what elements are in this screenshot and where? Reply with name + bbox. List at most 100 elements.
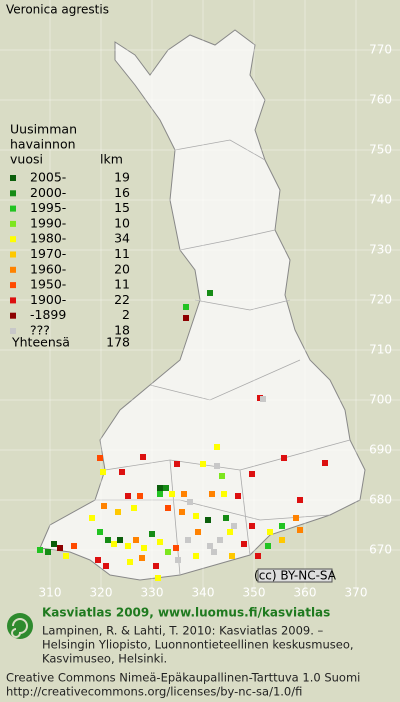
observation-square (214, 444, 220, 450)
observation-square (45, 549, 51, 555)
observation-square (157, 539, 163, 545)
observation-square (221, 491, 227, 497)
observation-square (157, 485, 163, 491)
observation-square (235, 493, 241, 499)
legend-swatch (10, 205, 16, 212)
x-tick-label: 350 (243, 586, 266, 600)
legend-count: 11 (114, 277, 130, 292)
observation-square (97, 529, 103, 535)
observation-square (207, 290, 213, 296)
observation-square (185, 537, 191, 543)
observation-square (51, 541, 57, 547)
legend-heading: Uusimman (10, 122, 77, 137)
observation-square (297, 527, 303, 533)
observation-square (174, 461, 180, 467)
y-tick-label: 680 (369, 493, 392, 507)
observation-square (125, 493, 131, 499)
observation-square (183, 315, 189, 321)
observation-square (95, 557, 101, 563)
observation-square (133, 537, 139, 543)
legend-count: 20 (114, 261, 130, 276)
y-tick-label: 740 (369, 193, 392, 207)
legend-count: 2 (122, 307, 130, 322)
observation-square (249, 523, 255, 529)
observation-square (71, 543, 77, 549)
citation: Helsingin Yliopisto, Luonnontieteellinen… (42, 638, 354, 652)
observation-square (195, 529, 201, 535)
legend-heading: vuosi (10, 152, 43, 167)
legend-label: 1995- (30, 200, 66, 215)
observation-square (207, 543, 213, 549)
legend-count-heading: lkm (100, 152, 123, 167)
observation-square (281, 455, 287, 461)
observation-square (103, 563, 109, 569)
legend-total-label: Yhteensä (11, 335, 70, 350)
observation-square (97, 455, 103, 461)
logo-circle (7, 613, 33, 639)
license: Creative Commons Nimeä-Epäkaupallinen-Ta… (6, 671, 360, 685)
observation-square (115, 509, 121, 515)
legend-count: 19 (114, 170, 130, 185)
observation-square (165, 549, 171, 555)
legend-swatch (10, 297, 16, 304)
observation-square (89, 515, 95, 521)
observation-square (322, 460, 328, 466)
badge-box (257, 568, 333, 583)
legend-label: -1899 (30, 307, 66, 322)
observation-square (279, 537, 285, 543)
y-tick-label: 760 (369, 93, 392, 107)
legend-label: ??? (30, 323, 50, 338)
y-tick-label: 730 (369, 243, 392, 257)
observation-square (57, 545, 63, 551)
legend-count: 15 (114, 200, 130, 215)
observations (37, 290, 328, 581)
observation-square (211, 549, 217, 555)
legend-label: 1980- (30, 231, 66, 246)
legend-swatch (10, 312, 16, 319)
observation-square (173, 545, 179, 551)
y-tick-label: 690 (369, 443, 392, 457)
observation-square (200, 461, 206, 467)
observation-square (205, 517, 211, 523)
x-tick-label: 310 (39, 586, 62, 600)
observation-square (127, 559, 133, 565)
legend-count: 34 (114, 231, 130, 246)
observation-square (293, 515, 299, 521)
observation-square (260, 396, 266, 402)
legend-count: 16 (114, 185, 130, 200)
legend-swatch (10, 251, 16, 258)
y-tick-label: 700 (369, 393, 392, 407)
legend-swatch (10, 266, 16, 273)
legend-label: 1900- (30, 292, 66, 307)
observation-square (105, 537, 111, 543)
legend-label: 1950- (30, 277, 66, 292)
legend-label: 1960- (30, 261, 66, 276)
legend-swatch (10, 175, 16, 181)
observation-square (149, 531, 155, 537)
observation-square (101, 503, 107, 509)
legend-swatch (10, 328, 16, 334)
observation-square (111, 541, 117, 547)
observation-square (219, 473, 225, 479)
legend-heading: havainnon (10, 137, 76, 152)
legend-swatch (10, 190, 16, 197)
observation-square (229, 553, 235, 559)
observation-square (37, 547, 43, 553)
observation-square (141, 545, 147, 551)
legend-label: 2000- (30, 185, 66, 200)
observation-square (163, 485, 169, 491)
x-tick-label: 340 (192, 586, 215, 600)
observation-square (155, 575, 161, 581)
observation-square (153, 563, 159, 569)
x-tick-label: 360 (294, 586, 317, 600)
legend-count: 10 (114, 215, 130, 230)
observation-square (183, 304, 189, 310)
observation-square (181, 491, 187, 497)
observation-square (209, 491, 215, 497)
legend-count: 18 (114, 323, 130, 338)
observation-square (137, 493, 143, 499)
observation-square (267, 529, 273, 535)
observation-square (139, 555, 145, 561)
logo (7, 613, 33, 639)
